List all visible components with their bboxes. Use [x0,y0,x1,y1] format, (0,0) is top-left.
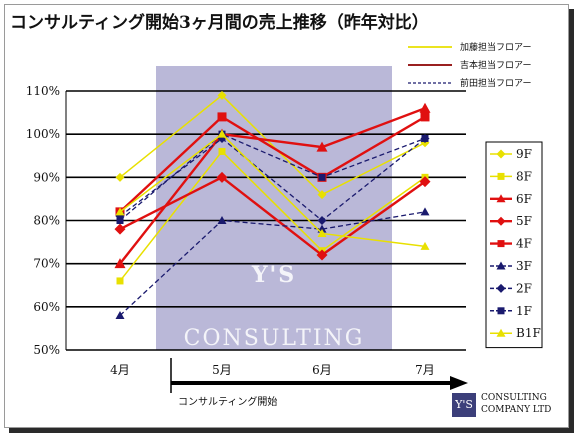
series-line-4f [119,115,426,213]
legend-marker [496,283,506,293]
legend-marker [497,240,505,248]
top-legend-label: 前田担当フロアー [460,77,531,89]
data-point-1f [421,134,429,142]
y-tick-label: 90% [33,170,60,184]
legend-label: 6F [516,192,532,206]
legend-marker [497,307,505,315]
data-point-6f [114,258,126,269]
legend-marker [496,194,506,203]
data-point-6f [419,102,431,113]
series-line-3f [119,211,426,316]
data-point-4f [420,112,430,122]
y-tick-label: 80% [33,214,60,228]
page-title: コンサルティング開始3ヶ月間の売上推移（昨年対比） [10,13,429,33]
watermark-line-1: CONSULTING [184,326,365,351]
legend-label: B1F [516,326,541,340]
series-line-8f [119,150,426,282]
series-line-6f [119,107,426,265]
legend-marker [496,261,506,270]
logo-line-2: COMPANY LTD [481,405,552,415]
data-point-4f [217,112,227,122]
data-point-8f [218,147,226,155]
watermark-panel [156,66,392,350]
legend-label: 1F [516,304,532,318]
data-point-1f [116,217,124,224]
legend-label: 9F [516,147,532,161]
data-point-9f [317,190,327,200]
data-point-5f [216,171,228,183]
data-point-2f [317,216,327,225]
data-point-6f [316,141,328,152]
data-point-b1f [317,228,327,237]
y-tick-label: 60% [33,300,60,314]
data-point-8f [116,277,124,285]
data-point-b1f [420,241,430,250]
legend-label: 5F [516,214,532,228]
arrow-label: コンサルティング開始 [178,397,278,408]
y-tick-label: 110% [26,84,60,98]
data-point-9f [217,90,227,100]
series-line-b1f [119,133,426,248]
logo-line-1: CONSULTING [481,393,547,403]
legend-label: 8F [516,169,532,183]
data-point-b1f [217,129,227,138]
y-tick-label: 100% [26,127,60,141]
y-tick-label: 50% [33,343,60,357]
series-line-9f [119,94,426,196]
company-logo-text: CONSULTING COMPANY LTD [481,392,551,416]
legend-marker [497,172,505,180]
x-tick-label: 5月 [212,363,232,377]
legend-label: 4F [516,237,532,251]
data-point-9f [115,172,125,182]
x-tick-label: 4月 [110,363,130,377]
legend-label: 2F [516,281,532,295]
legend-marker [496,328,506,337]
data-point-5f [419,176,431,188]
legend-label: 3F [516,259,532,273]
data-point-b1f [115,207,125,216]
legend-marker [496,216,506,226]
data-point-5f [114,223,126,235]
legend-marker [496,149,506,159]
y-tick-label: 70% [33,257,60,271]
series-line-5f [119,175,426,257]
data-point-1f [318,173,326,181]
logo-mark: Y'S [452,393,476,417]
x-tick-label: 6月 [312,363,332,377]
top-legend-label: 吉本担当フロアー [460,59,531,71]
top-legend-label: 加藤担当フロアー [460,41,531,53]
watermark-mark: Y'S [251,262,296,288]
x-tick-label: 7月 [415,363,435,377]
data-point-3f [420,207,430,216]
timeline-arrow-head [450,376,468,390]
data-point-5f [316,249,328,261]
data-point-3f [115,310,125,319]
series-line-1f [119,133,426,221]
data-point-3f [217,216,227,224]
